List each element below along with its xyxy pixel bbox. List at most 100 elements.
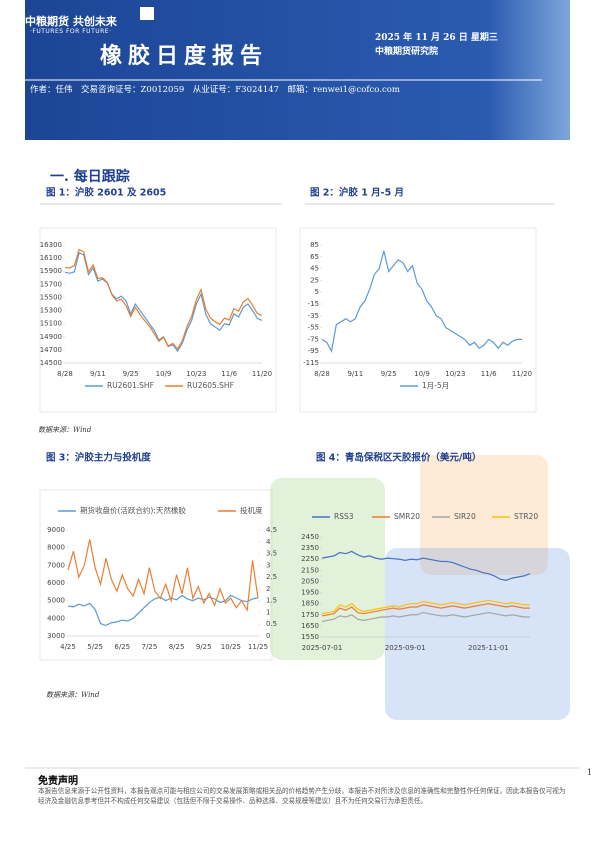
- figure-caption: 图 1：沪胶 2601 及 2605: [46, 187, 166, 199]
- y-tick-label: 4000: [47, 614, 65, 622]
- series-line: [321, 611, 530, 623]
- figure-caption: 图 4：青岛保税区天胶报价（美元/吨）: [316, 452, 481, 464]
- x-tick-label: 11/25: [248, 643, 268, 651]
- series-line: [321, 599, 530, 615]
- y-tick-label: 1750: [301, 611, 319, 619]
- x-tick-label: 2025-09-01: [385, 644, 426, 652]
- disclaimer-title: 免责声明: [38, 776, 78, 787]
- x-tick-label: 6/25: [114, 643, 130, 651]
- author-line: 作者：任伟 交易咨询证号：Z0012059 从业证号：F3024147 邮箱：r…: [30, 85, 400, 95]
- highlight-box: [270, 478, 385, 660]
- figure-caption: 图 2：沪胶 1 月-5 月: [310, 187, 404, 199]
- y-tick-label: 2450: [301, 533, 319, 541]
- y-tick-label: 1950: [301, 589, 319, 597]
- x-tick-label: 11/20: [252, 370, 272, 378]
- y-tick-label: 14900: [40, 333, 62, 341]
- y2-tick-label: 3.5: [266, 550, 277, 558]
- disclaimer-text: 本报告信息来源于公开性资料，本报告观点可能与相应公司的交易发展策略或相关品的价格…: [38, 787, 566, 805]
- x-tick-label: 7/25: [142, 643, 158, 651]
- y-tick-label: -55: [308, 324, 319, 332]
- y-tick-label: 65: [310, 253, 319, 261]
- header-band: [25, 0, 570, 140]
- legend-label: SMR20: [394, 512, 420, 521]
- series-line: [321, 250, 522, 353]
- page-number: 1: [587, 768, 593, 777]
- y-tick-label: -115: [303, 359, 319, 367]
- chart-frame: [39, 489, 273, 661]
- y-tick-label: 15500: [40, 293, 62, 301]
- y-tick-label: 1550: [301, 633, 319, 641]
- y-tick-label: 1650: [301, 622, 319, 630]
- y2-tick-label: 4: [266, 538, 271, 546]
- y-tick-label: 1850: [301, 600, 319, 608]
- y2-tick-label: 1.5: [266, 597, 277, 605]
- y-tick-label: 6000: [47, 579, 65, 587]
- x-tick-label: 8/28: [57, 370, 73, 378]
- y-tick-label: -95: [308, 347, 319, 355]
- y2-tick-label: 0: [266, 632, 270, 640]
- legend-label: RSS3: [334, 512, 354, 521]
- legend-label: RU2601.SHF: [107, 381, 154, 390]
- slogan: ·FUTURES FOR FUTURE·: [30, 28, 112, 35]
- y-tick-label: 3000: [47, 632, 65, 640]
- y2-tick-label: 1: [266, 608, 270, 616]
- y-tick-label: 15700: [40, 280, 62, 288]
- source: 数据来源：Wind: [46, 691, 100, 699]
- x-tick-label: 11/6: [481, 370, 497, 378]
- series-line: [321, 550, 531, 581]
- y-tick-label: 16300: [40, 241, 62, 249]
- y2-tick-label: 2: [266, 585, 270, 593]
- y2-tick-label: 2.5: [266, 573, 277, 581]
- x-tick-label: 9/25: [123, 370, 139, 378]
- x-tick-label: 9/25: [381, 370, 397, 378]
- legend-label: 期货收盘价(活跃合约):天然橡胶: [80, 505, 186, 515]
- section-title: 一. 每日跟踪: [50, 169, 130, 185]
- x-tick-label: 10/23: [445, 370, 465, 378]
- y-tick-label: 85: [310, 241, 319, 249]
- y-tick-label: 45: [310, 265, 319, 273]
- y-tick-label: 14500: [40, 359, 62, 367]
- legend-label: RU2605.SHF: [187, 381, 234, 390]
- y-tick-label: 9000: [47, 526, 65, 534]
- legend-label: 投机度: [240, 505, 263, 515]
- chart-frame: [39, 227, 277, 413]
- y-tick-label: -75: [308, 335, 319, 343]
- series-line: [321, 603, 530, 617]
- x-tick-label: 10/9: [414, 370, 430, 378]
- legend-label: SIR20: [454, 512, 476, 521]
- figure-caption: 图 3：沪胶主力与投机度: [46, 452, 151, 464]
- x-tick-label: 4/25: [60, 643, 76, 651]
- y-tick-label: 15100: [40, 320, 62, 328]
- legend-label: 1月-5月: [422, 381, 449, 390]
- y-tick-label: 15900: [40, 267, 62, 275]
- source: 数据来源：Wind: [38, 426, 92, 434]
- series-line: [67, 539, 259, 612]
- institute: 中粮期货研究院: [375, 47, 439, 57]
- y-tick-label: 2150: [301, 566, 319, 574]
- x-tick-label: 9/11: [347, 370, 363, 378]
- y-tick-label: -35: [308, 312, 319, 320]
- y-tick-label: 5000: [47, 597, 65, 605]
- y-tick-label: 16100: [40, 254, 62, 262]
- y-tick-label: 2350: [301, 544, 319, 552]
- y-tick-label: 5: [315, 288, 319, 296]
- x-tick-label: 9/25: [196, 643, 212, 651]
- y-tick-label: -15: [308, 300, 319, 308]
- y-tick-label: 15300: [40, 307, 62, 315]
- y2-tick-label: 4.5: [266, 526, 277, 534]
- highlight-box: [385, 548, 570, 720]
- report-title: 橡胶日度报告: [100, 43, 269, 69]
- y-tick-label: 7000: [47, 561, 65, 569]
- x-tick-label: 5/25: [87, 643, 103, 651]
- y-tick-label: 14700: [40, 346, 62, 354]
- logo-icon: [140, 7, 154, 20]
- x-tick-label: 11/20: [512, 370, 532, 378]
- y-tick-label: 8000: [47, 544, 65, 552]
- y-tick-label: 2050: [301, 577, 319, 585]
- report-date: 2025 年 11 月 26 日 星期三: [375, 33, 498, 43]
- y2-tick-label: 3: [266, 561, 270, 569]
- chart-frame: [299, 227, 537, 413]
- x-tick-label: 9/11: [90, 370, 106, 378]
